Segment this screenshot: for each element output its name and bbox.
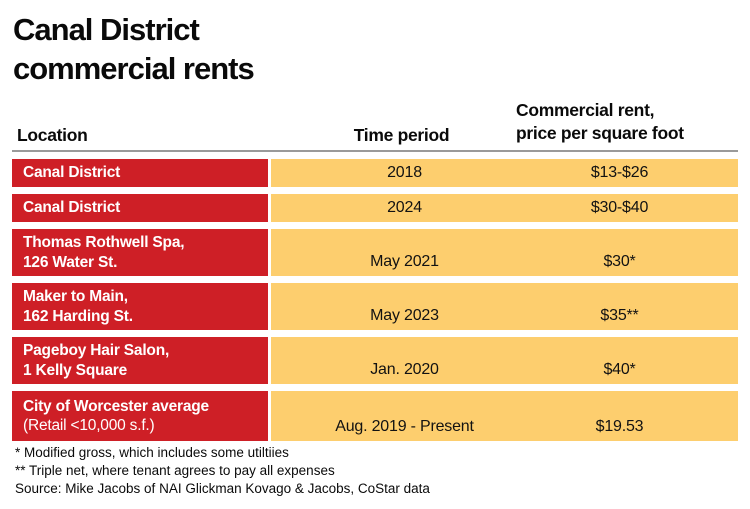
location-name: Maker to Main, [23,288,128,305]
rent-cell: $13-$26 [538,159,738,187]
time-period-cell: 2024 [271,194,538,222]
table-row: Pageboy Hair Salon, 1 Kelly Square Jan. 2… [12,337,738,384]
location-cell: Canal District [12,194,271,222]
footnotes: * Modified gross, which includes some ut… [15,444,430,498]
location-address: 126 Water St. [23,253,118,271]
header-divider-rule [12,150,738,152]
location-cell: City of Worcester average (Retail <10,000… [12,391,271,441]
location-cell: Pageboy Hair Salon, 1 Kelly Square [12,337,271,384]
chart-title-line1: Canal District [13,12,200,47]
table-row: Canal District 2018 $13-$26 [12,159,738,187]
footnote-modified-gross: * Modified gross, which includes some ut… [15,445,289,460]
time-period-cell: Jan. 2020 [271,337,538,384]
column-header-rent-line2: price per square foot [516,123,684,143]
table-row: Maker to Main, 162 Harding St. May 2023 $… [12,283,738,330]
location-name: City of Worcester average [23,397,209,415]
rent-cell: $40* [538,337,738,384]
time-period-cell: May 2021 [271,229,538,276]
location-qualifier: (Retail <10,000 s.f.) [23,417,155,434]
location-name: Canal District [23,164,121,182]
location-address: 162 Harding St. [23,307,133,325]
time-period-cell: 2018 [271,159,538,187]
column-header-time-period: Time period [353,125,450,145]
chart-title-line2: commercial rents [13,51,255,86]
location-name: Pageboy Hair Salon, [23,342,170,359]
time-period-cell: May 2023 [271,283,538,330]
location-name: Canal District [23,199,121,217]
column-header-rent-line1: Commercial rent, [516,100,655,120]
location-cell: Canal District [12,159,271,187]
time-period-cell: Aug. 2019 - Present [271,391,538,441]
table-row: Thomas Rothwell Spa, 126 Water St. May 20… [12,229,738,276]
rent-cell: $30* [538,229,738,276]
column-header-location: Location [17,125,88,145]
rent-cell: $35** [538,283,738,330]
rents-table: Canal District 2018 $13-$26 Canal Distri… [12,152,738,448]
footnote-triple-net: ** Triple net, where tenant agrees to pa… [15,463,335,478]
location-name: Thomas Rothwell Spa, [23,234,185,251]
table-row: Canal District 2024 $30-$40 [12,194,738,222]
rent-cell: $19.53 [538,391,738,441]
location-address: 1 Kelly Square [23,361,128,379]
table-row: City of Worcester average (Retail <10,000… [12,391,738,441]
location-cell: Thomas Rothwell Spa, 126 Water St. [12,229,271,276]
source-line: Source: Mike Jacobs of NAI Glickman Kova… [15,481,430,496]
column-header-rent: Commercial rent, price per square foot [516,99,684,145]
chart-title: Canal District commercial rents [13,10,255,88]
rent-cell: $30-$40 [538,194,738,222]
location-cell: Maker to Main, 162 Harding St. [12,283,271,330]
